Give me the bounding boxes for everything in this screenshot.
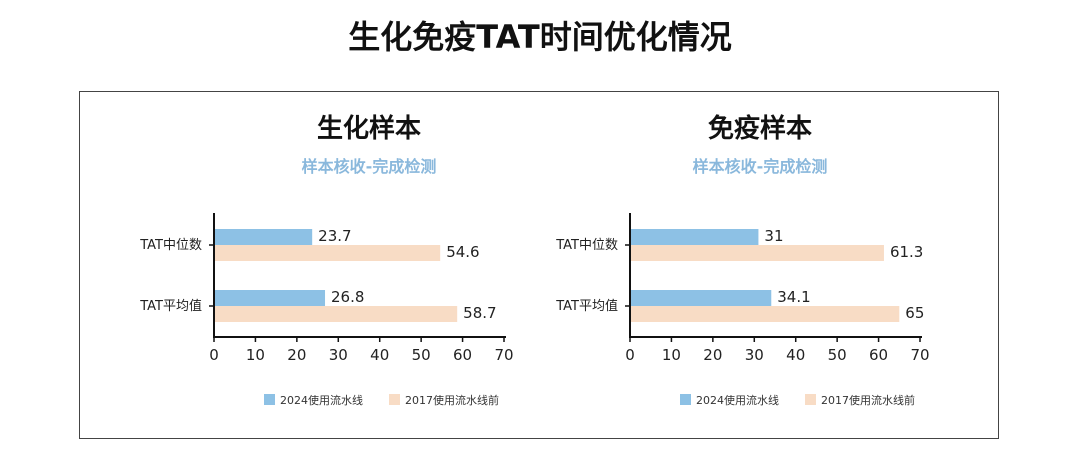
x-tick-label: 50 <box>412 346 431 364</box>
bar-1 <box>630 306 900 322</box>
data-label: 34.1 <box>777 288 810 306</box>
data-label: 31 <box>764 227 783 245</box>
x-tick-label: 20 <box>703 346 722 364</box>
bar-1 <box>214 245 441 261</box>
x-tick-label: 10 <box>662 346 681 364</box>
legend-label-2024: 2024使用流水线 <box>696 393 779 407</box>
chart-frame <box>79 91 999 439</box>
x-tick-label: 50 <box>828 346 847 364</box>
page-title: 生化免疫TAT时间优化情况 <box>348 18 732 56</box>
data-label: 26.8 <box>331 288 364 306</box>
chart-subtitle-immuno: 样本核收-完成检测 <box>692 157 828 176</box>
data-label: 23.7 <box>318 227 351 245</box>
legend-label-2017: 2017使用流水线前 <box>405 393 499 407</box>
data-label: 58.7 <box>463 304 496 322</box>
chart-title-immuno: 免疫样本 <box>707 114 812 144</box>
legend-label-2024: 2024使用流水线 <box>280 393 363 407</box>
data-label: 65 <box>905 304 924 322</box>
x-tick-label: 30 <box>329 346 348 364</box>
x-tick-label: 70 <box>910 346 929 364</box>
bar-0 <box>214 290 326 306</box>
chart-subtitle-biochem: 样本核收-完成检测 <box>301 157 437 176</box>
x-tick-label: 0 <box>209 346 219 364</box>
bar-0 <box>630 290 772 306</box>
category-label: TAT中位数 <box>555 238 618 253</box>
data-label: 61.3 <box>890 243 923 261</box>
legend-label-2017: 2017使用流水线前 <box>821 393 915 407</box>
category-label: TAT平均值 <box>139 298 202 314</box>
legend-swatch-2024 <box>264 394 275 405</box>
x-tick-label: 30 <box>745 346 764 364</box>
x-tick-label: 10 <box>246 346 265 364</box>
legend-swatch-2017 <box>389 394 400 405</box>
category-label: TAT中位数 <box>139 238 202 253</box>
x-tick-label: 20 <box>287 346 306 364</box>
x-tick-label: 40 <box>786 346 805 364</box>
x-tick-label: 40 <box>370 346 389 364</box>
x-tick-label: 60 <box>869 346 888 364</box>
legend-swatch-2024 <box>680 394 691 405</box>
chart-title-biochem: 生化样本 <box>316 114 421 144</box>
category-label: TAT平均值 <box>555 298 618 314</box>
bar-0 <box>630 229 759 245</box>
x-tick-label: 0 <box>625 346 635 364</box>
legend-swatch-2017 <box>805 394 816 405</box>
bar-1 <box>630 245 884 261</box>
x-tick-label: 60 <box>453 346 472 364</box>
bar-1 <box>214 306 458 322</box>
bar-0 <box>214 229 313 245</box>
data-label: 54.6 <box>446 243 479 261</box>
x-tick-label: 70 <box>494 346 513 364</box>
